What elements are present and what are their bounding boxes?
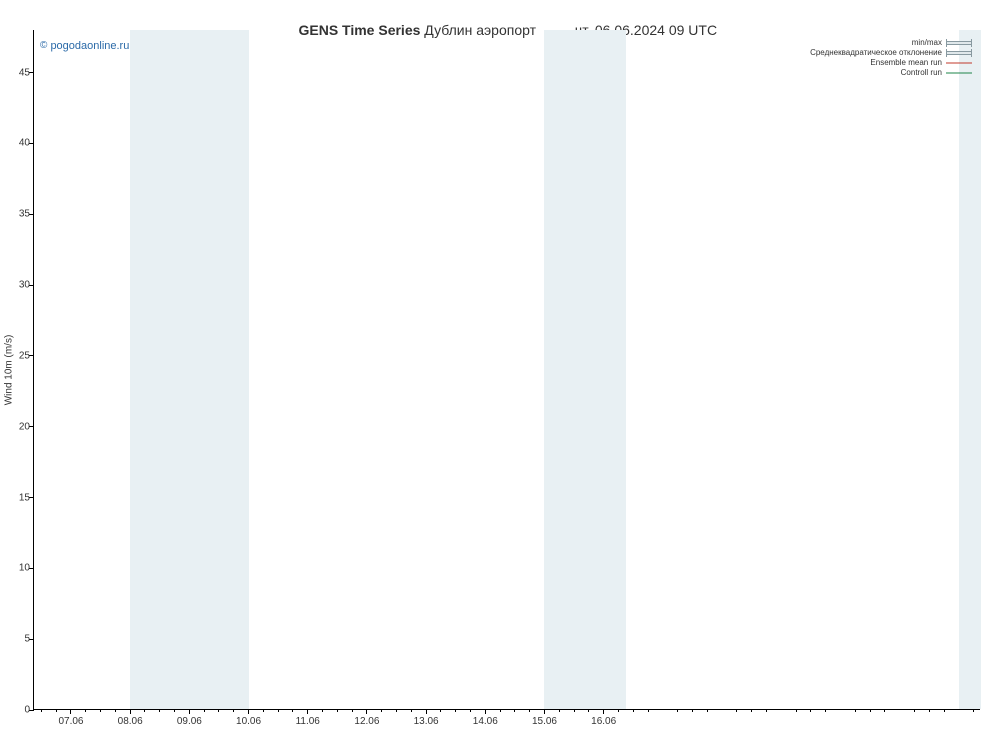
legend-item-label: min/max	[912, 38, 946, 48]
y-tick-label: 0	[10, 705, 30, 716]
x-minor-tick	[292, 709, 293, 712]
x-minor-tick	[159, 709, 160, 712]
x-minor-tick	[56, 709, 57, 712]
legend-swatch	[946, 69, 972, 77]
x-tick-label: 13.06	[414, 716, 439, 727]
x-minor-tick	[588, 709, 589, 712]
x-minor-tick	[648, 709, 649, 712]
x-minor-tick	[396, 709, 397, 712]
x-minor-tick	[500, 709, 501, 712]
x-minor-tick	[973, 709, 974, 712]
legend-item: Ensemble mean run	[810, 58, 972, 68]
legend-item: min/max	[810, 38, 972, 48]
x-minor-tick	[41, 709, 42, 712]
legend-item: Controll run	[810, 68, 972, 78]
y-axis-label: Wind 10m (m/s)	[4, 335, 15, 406]
x-tick-label: 12.06	[354, 716, 379, 727]
x-minor-tick	[884, 709, 885, 712]
x-tick	[544, 709, 545, 714]
x-minor-tick	[337, 709, 338, 712]
y-tick-label: 15	[10, 492, 30, 503]
legend-item-label: Среднеквадратическое отклонение	[810, 48, 946, 58]
x-tick-label: 16.06	[591, 716, 616, 727]
x-minor-tick	[352, 709, 353, 712]
x-minor-tick	[115, 709, 116, 712]
x-minor-tick	[677, 709, 678, 712]
x-tick	[426, 709, 427, 714]
legend-swatch	[946, 49, 972, 57]
x-minor-tick	[322, 709, 323, 712]
x-minor-tick	[233, 709, 234, 712]
y-tick-label: 5	[10, 634, 30, 645]
y-tick-label: 10	[10, 563, 30, 574]
x-tick-label: 14.06	[473, 716, 498, 727]
y-tick-label: 25	[10, 350, 30, 361]
x-minor-tick	[204, 709, 205, 712]
legend: min/maxСреднеквадратическое отклонениеEn…	[810, 38, 972, 78]
y-tick-label: 20	[10, 421, 30, 432]
x-tick-label: 07.06	[58, 716, 83, 727]
x-minor-tick	[796, 709, 797, 712]
x-tick	[307, 709, 308, 714]
x-minor-tick	[914, 709, 915, 712]
x-minor-tick	[944, 709, 945, 712]
legend-item-label: Ensemble mean run	[870, 58, 946, 68]
x-minor-tick	[100, 709, 101, 712]
x-minor-tick	[85, 709, 86, 712]
legend-item-label: Controll run	[901, 68, 946, 78]
y-tick-label: 40	[10, 138, 30, 149]
x-minor-tick	[218, 709, 219, 712]
x-minor-tick	[810, 709, 811, 712]
x-minor-tick	[529, 709, 530, 712]
chart-container: GENS Time Series Дублин аэропорт чт. 06.…	[0, 0, 1000, 733]
x-minor-tick	[766, 709, 767, 712]
shaded-day-band	[544, 30, 625, 709]
x-minor-tick	[144, 709, 145, 712]
x-minor-tick	[411, 709, 412, 712]
x-tick	[248, 709, 249, 714]
x-minor-tick	[870, 709, 871, 712]
x-minor-tick	[692, 709, 693, 712]
x-tick	[189, 709, 190, 714]
x-minor-tick	[514, 709, 515, 712]
x-minor-tick	[470, 709, 471, 712]
x-minor-tick	[574, 709, 575, 712]
x-minor-tick	[263, 709, 264, 712]
x-minor-tick	[736, 709, 737, 712]
x-tick-label: 08.06	[118, 716, 143, 727]
shaded-day-band	[959, 30, 981, 709]
y-tick-label: 30	[10, 280, 30, 291]
x-tick-label: 11.06	[296, 716, 320, 727]
x-tick	[366, 709, 367, 714]
x-minor-tick	[633, 709, 634, 712]
x-minor-tick	[278, 709, 279, 712]
y-tick-label: 45	[10, 67, 30, 78]
x-minor-tick	[440, 709, 441, 712]
legend-swatch	[946, 39, 972, 47]
x-tick	[70, 709, 71, 714]
x-minor-tick	[707, 709, 708, 712]
x-tick-label: 10.06	[236, 716, 261, 727]
x-tick	[485, 709, 486, 714]
x-minor-tick	[855, 709, 856, 712]
x-minor-tick	[751, 709, 752, 712]
x-minor-tick	[381, 709, 382, 712]
plot-area: 05101520253035404507.0608.0609.0610.0611…	[33, 30, 980, 710]
x-tick-label: 09.06	[177, 716, 202, 727]
x-minor-tick	[929, 709, 930, 712]
x-minor-tick	[618, 709, 619, 712]
legend-swatch	[946, 59, 972, 67]
x-tick-label: 15.06	[532, 716, 557, 727]
legend-item: Среднеквадратическое отклонение	[810, 48, 972, 58]
x-minor-tick	[455, 709, 456, 712]
shaded-day-band	[130, 30, 248, 709]
x-tick	[603, 709, 604, 714]
x-minor-tick	[559, 709, 560, 712]
y-tick-label: 35	[10, 209, 30, 220]
x-tick	[130, 709, 131, 714]
x-minor-tick	[825, 709, 826, 712]
x-minor-tick	[174, 709, 175, 712]
